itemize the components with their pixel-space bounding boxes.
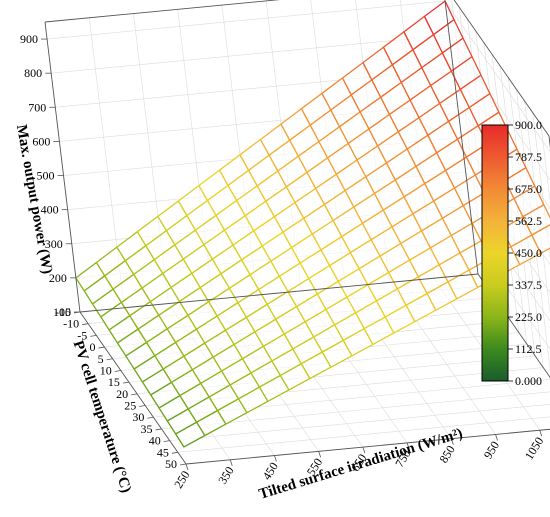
y-tick-label: 10 [100,363,112,377]
y-tick-label: 0 [89,340,95,354]
colorbar-tick-label: 562.5 [515,214,542,228]
colorbar-gradient [481,124,509,382]
y-tick-mark [179,463,187,466]
y-tick-mark [163,440,170,443]
x-tick-label: 350 [215,464,236,487]
y-tick-mark [131,393,138,396]
x-tick-mark [539,430,543,437]
axis-line [44,21,81,313]
x-tick-mark [229,459,233,466]
colorbar-tick-label: 225.0 [515,310,542,324]
surface-cell [423,0,455,36]
y-tick-mark [90,334,97,337]
x-tick-mark [450,438,454,445]
x-tick-mark [185,463,189,471]
colorbar-tick-label: 900.0 [515,118,542,132]
y-tick-label: 25 [124,399,136,413]
z-tick-label: 300 [45,237,63,251]
colorbar-tick-label: 787.5 [515,150,542,164]
surface-mesh [75,0,550,448]
y-tick-label: 45 [157,445,169,459]
y-tick-mark [155,428,162,431]
y-tick-label: -15 [55,305,71,319]
axis-lines [44,0,550,465]
y-tick-label: 50 [165,457,177,471]
colorbar-tick-label: 0.000 [515,374,542,388]
axis-line [185,428,550,465]
grid-line [177,416,550,453]
y-tick-mark [122,381,129,384]
axis-line [79,273,479,313]
x-tick-mark [362,446,366,454]
y-tick-label: 5 [98,352,104,366]
y-tick-mark [139,405,146,407]
y-tick-label: 15 [108,375,120,389]
y-tick-label: 30 [132,410,144,424]
z-tick-label: 500 [37,169,55,183]
colorbar-tick-label: 112.5 [515,342,542,356]
grid-line [540,124,550,203]
y-tick-label: 40 [149,434,161,448]
y-tick-mark [147,416,154,419]
grid-line [532,112,550,259]
axis-line [79,311,187,465]
grid-line [169,404,550,441]
x-axis-title: Tilted surface irradiation (W/m²) [257,426,465,503]
grid-line [47,0,446,40]
z-tick-label: 400 [41,203,59,217]
x-tick-label: 1050 [522,434,547,462]
z-tick-label: 700 [28,100,46,114]
z-axis-ticks: 100 200 300 400 500 600 700 800 900 [20,32,80,319]
x-tick-mark [318,451,322,458]
y-tick-label: 35 [141,422,153,436]
axis-line [453,0,550,137]
colorbar-tick-label: 450.0 [515,246,542,260]
y-tick-mark [114,370,121,372]
grid-line [51,34,450,74]
axis-line [44,0,281,23]
z-tick-label: 800 [24,66,42,80]
z-tick-label: 900 [20,32,38,46]
x-tick-label: 250 [171,468,192,491]
z-tick-label: 200 [49,271,67,285]
y-tick-mark [106,358,113,361]
y-tick-mark [82,323,89,326]
colorbar-tick-label: 675.0 [515,182,542,196]
y-tick-mark [98,346,105,349]
x-tick-mark [274,455,277,462]
x-tick-mark [495,434,498,441]
colorbar-ticks: 900.0 787.5 675.0 562.5 450.0 337.5 225.0 112.5… [508,118,542,388]
y-tick-label: 20 [116,387,128,401]
y-tick-mark [171,451,178,454]
x-tick-mark [406,442,410,450]
y-tick-label: -10 [63,317,79,331]
z-tick-label: 600 [32,134,50,148]
axis-line [444,0,479,275]
colorbar-tick-label: 337.5 [515,278,542,292]
x-tick-label: 950 [481,439,502,462]
grid-line [444,0,550,153]
z-tick-label: 100 [53,305,71,319]
y-tick-label: -5 [77,328,87,342]
colorbar: 900.0 787.5 675.0 562.5 450.0 337.5 225.0 112.5… [481,118,542,388]
x-tick-label: 450 [260,460,281,483]
y-tick-mark [73,311,81,314]
